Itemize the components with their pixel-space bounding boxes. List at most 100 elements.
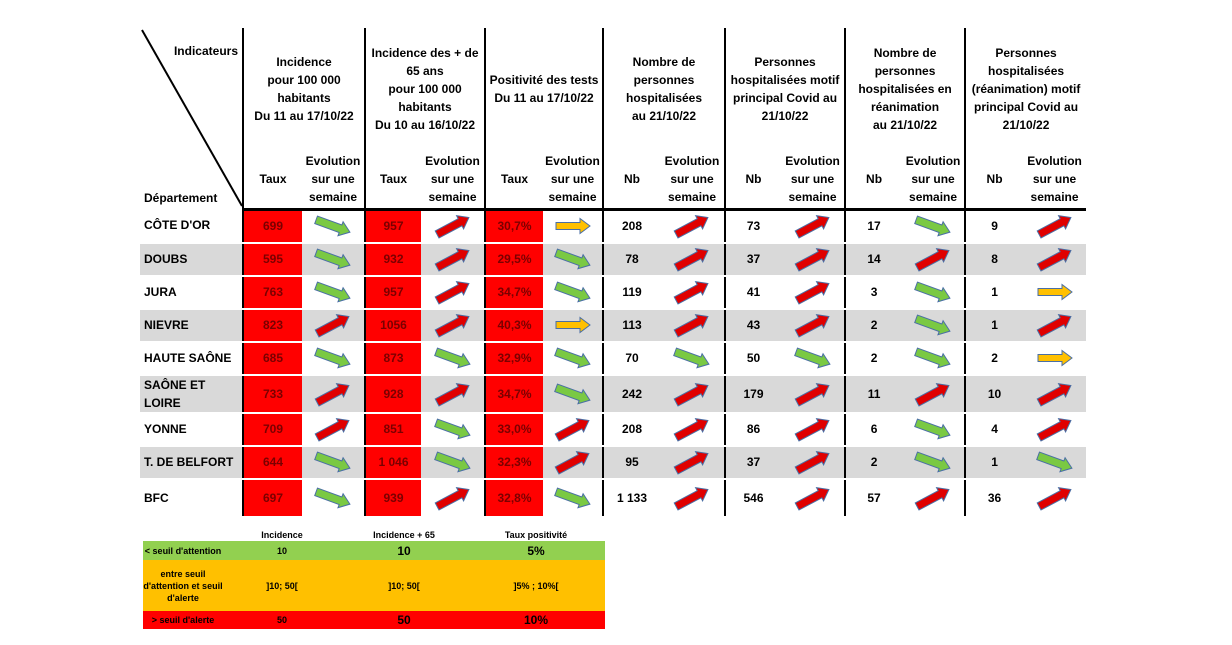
arrow-up-right-icon <box>673 280 709 305</box>
table-row: T. DE BELFORT 644 1 046 32,3% 95 37 2 1 <box>140 445 1087 480</box>
legend-label: entre seuil d'attention et seuil d'alert… <box>143 560 223 611</box>
evolution-cell <box>660 242 726 277</box>
value-cell: 208 <box>602 209 661 244</box>
subheader-evolution-line: sur une <box>1032 171 1077 186</box>
group-header-line: Du 10 au 16/10/22 <box>374 118 476 132</box>
evolution-cell <box>543 478 604 518</box>
value-cell: 30,7% <box>484 209 544 244</box>
evolution-cell <box>421 275 486 310</box>
subheader-evolution-line: sur une <box>911 171 955 186</box>
evolution-cell <box>660 341 726 376</box>
evolution-cell <box>1023 374 1087 414</box>
value-cell: 928 <box>364 374 421 414</box>
value-cell: 73 <box>724 209 782 244</box>
evolution-cell <box>660 445 726 480</box>
evolution-cell <box>302 275 365 310</box>
evolution-cell <box>302 445 365 480</box>
arrow-down-right-icon <box>433 418 471 440</box>
evolution-cell <box>781 412 846 447</box>
evolution-cell <box>781 374 846 414</box>
evolution-cell <box>302 308 365 343</box>
subheader-value: Nb <box>602 150 661 211</box>
arrow-down-right-icon <box>914 418 951 440</box>
table-row: HAUTE SAÔNE 685 873 32,9% 70 50 2 2 <box>140 341 1087 376</box>
evolution-cell <box>781 308 846 343</box>
group-header-line: pour 100 000 <box>388 82 462 96</box>
value-cell: 709 <box>242 412 302 447</box>
group-header-line: Nombre de <box>873 46 937 60</box>
evolution-cell <box>1023 445 1087 480</box>
arrow-down-right-icon <box>1035 451 1073 473</box>
department-label: Département <box>144 191 218 205</box>
table-row: CÔTE D'OR 699 957 30,7% 208 73 17 9 <box>140 209 1087 244</box>
arrow-up-right-icon <box>314 313 350 338</box>
arrow-up-right-icon <box>1036 313 1072 338</box>
subheader-evolution: Evolution sur une semaine <box>302 150 365 211</box>
subheader-evolution-line: semaine <box>668 189 717 204</box>
value-cell: 179 <box>724 374 782 414</box>
evolution-cell <box>421 478 486 518</box>
evolution-cell <box>421 374 486 414</box>
evolution-cell <box>781 445 846 480</box>
value-cell: 95 <box>602 445 661 480</box>
value-cell: 2 <box>964 341 1024 376</box>
arrow-up-right-icon <box>794 486 830 511</box>
group-header-hospitalized: Nombre de personnes hospitalisées au 21/10/… <box>602 28 726 150</box>
value-cell: 32,3% <box>484 445 544 480</box>
value-cell: 932 <box>364 242 421 277</box>
group-header-line: Incidence des + de <box>371 46 479 60</box>
arrow-down-right-icon <box>914 281 951 303</box>
value-cell: 1 046 <box>364 445 421 480</box>
subheader-evolution-line: Evolution <box>664 153 720 168</box>
arrow-up-right-icon <box>434 382 470 407</box>
group-header-line: Du 11 au 17/10/22 <box>254 109 354 123</box>
evolution-cell <box>902 478 966 518</box>
subheader-value: Nb <box>964 150 1024 211</box>
group-header-line: hospitalisées motif <box>730 73 840 87</box>
arrow-down-right-icon <box>553 248 591 270</box>
group-header-icu-covid: Personnes hospitalisées (réanimation) moti… <box>964 28 1087 150</box>
arrow-up-right-icon <box>914 247 950 272</box>
legend-label: > seuil d'alerte <box>143 611 223 629</box>
subheader-value: Taux <box>484 150 544 211</box>
department-name: T. DE BELFORT <box>140 445 243 480</box>
evolution-cell <box>660 209 726 244</box>
subheader-evolution-line: sur une <box>790 171 835 186</box>
arrow-up-right-icon <box>673 247 709 272</box>
group-header-line: hospitalisées <box>626 91 703 105</box>
evolution-cell <box>781 478 846 518</box>
value-cell: 86 <box>724 412 782 447</box>
subheader-evolution-line: semaine <box>1030 189 1079 204</box>
legend-row-between: entre seuil d'attention et seuil d'alert… <box>143 560 605 611</box>
group-header-line: 21/10/22 <box>761 109 809 123</box>
arrow-up-right-icon <box>673 486 709 511</box>
evolution-cell <box>302 478 365 518</box>
evolution-cell <box>660 308 726 343</box>
subheader-evolution-line: sur une <box>311 171 355 186</box>
evolution-cell <box>660 374 726 414</box>
value-cell: 957 <box>364 209 421 244</box>
evolution-cell <box>543 341 604 376</box>
arrow-up-right-icon <box>314 382 350 407</box>
value-cell: 4 <box>964 412 1024 447</box>
evolution-cell <box>543 374 604 414</box>
evolution-cell <box>902 209 966 244</box>
value-cell: 2 <box>844 445 903 480</box>
value-cell: 1056 <box>364 308 421 343</box>
arrow-down-right-icon <box>433 347 471 369</box>
department-name: NIEVRE <box>140 308 243 343</box>
value-cell: 34,7% <box>484 275 544 310</box>
value-cell: 32,8% <box>484 478 544 518</box>
arrow-right-icon <box>555 217 591 235</box>
legend-label-line: d'alerte <box>167 592 199 603</box>
value-cell: 50 <box>724 341 782 376</box>
value-cell: 6 <box>844 412 903 447</box>
arrow-right-icon <box>1037 349 1073 367</box>
arrow-down-right-icon <box>433 451 471 473</box>
subheader-evolution-line: semaine <box>909 189 958 204</box>
value-cell: 3 <box>844 275 903 310</box>
group-header-line: réanimation <box>871 100 940 114</box>
evolution-cell <box>660 275 726 310</box>
value-cell: 11 <box>844 374 903 414</box>
arrow-down-right-icon <box>553 486 591 509</box>
